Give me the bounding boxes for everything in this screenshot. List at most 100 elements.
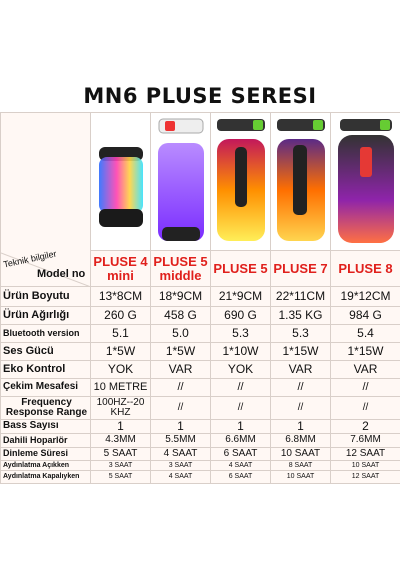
spec-value: 10 SAAT — [330, 460, 400, 471]
spec-label: Aydınlatma Kapalıyken — [0, 470, 91, 484]
product-image — [150, 112, 211, 251]
spec-value: 5 SAAT — [90, 470, 151, 484]
spec-value: 1 — [210, 419, 271, 434]
spec-value: // — [150, 378, 211, 397]
spec-value: 10 SAAT — [270, 470, 331, 484]
spec-value: 1 — [150, 419, 211, 434]
spec-value: // — [270, 378, 331, 397]
model-name: PLUSE 4 mini — [90, 250, 151, 287]
spec-value: 1.35 KG — [270, 306, 331, 325]
spec-value: 19*12CM — [330, 286, 400, 307]
corner-cell: Teknik bilgiler Model no — [0, 112, 91, 287]
spec-value: 6 SAAT — [210, 447, 271, 461]
speaker — [276, 118, 325, 241]
spec-value: 458 G — [150, 306, 211, 325]
product-image — [270, 112, 331, 251]
spec-row: Bass Sayısı 1 1 1 1 2 — [0, 419, 400, 434]
spec-row: Ses Gücü 1*5W 1*5W 1*10W 1*15W 1*15W — [0, 342, 400, 361]
spec-value: YOK — [210, 360, 271, 379]
spec-value: 1 — [270, 419, 331, 434]
spec-value: 5.4 — [330, 324, 400, 343]
model-name: PLUSE 5 middle — [150, 250, 211, 287]
spec-value: 3 SAAT — [150, 460, 211, 471]
spec-value: 6.8MM — [270, 433, 331, 448]
spec-value: 10 METRE — [90, 378, 151, 397]
spec-table: Teknik bilgiler Model no PLUSE 4 mini PLU… — [0, 112, 400, 484]
spec-value: 690 G — [210, 306, 271, 325]
spec-value: // — [210, 396, 271, 420]
spec-value: YOK — [90, 360, 151, 379]
product-image — [90, 112, 151, 251]
spec-value: VAR — [150, 360, 211, 379]
spec-row: Bluetooth version 5.1 5.0 5.3 5.3 5.4 — [0, 324, 400, 343]
spec-value: 1*10W — [210, 342, 271, 361]
title: MN6 PLUSE SERESI — [83, 84, 317, 108]
spec-value: 12 SAAT — [330, 470, 400, 484]
spec-label: Çekim Mesafesi — [0, 378, 91, 397]
speaker — [216, 118, 265, 241]
spec-value: 6.6MM — [210, 433, 271, 448]
product-image — [210, 112, 271, 251]
spec-value: 1 — [90, 419, 151, 434]
spec-value: VAR — [330, 360, 400, 379]
model-name: PLUSE 7 — [270, 250, 331, 287]
speaker — [337, 118, 394, 243]
spec-value: 5.0 — [150, 324, 211, 343]
spec-row: Dinleme Süresi 5 SAAT 4 SAAT 6 SAAT 10 SAAT 1… — [0, 447, 400, 461]
spec-value: // — [210, 378, 271, 397]
spec-value: 4 SAAT — [210, 460, 271, 471]
spec-value: 21*9CM — [210, 286, 271, 307]
spec-value: 1*15W — [270, 342, 331, 361]
spec-value: 2 — [330, 419, 400, 434]
spec-label: Ürün Boyutu — [0, 286, 91, 307]
spec-value: 10 SAAT — [270, 447, 331, 461]
spec-value: 7.6MM — [330, 433, 400, 448]
spec-row: Aydınlatma Açıkken 3 SAAT 3 SAAT 4 SAAT 8 SA… — [0, 460, 400, 471]
spec-value: 4 SAAT — [150, 447, 211, 461]
speaker — [98, 146, 143, 227]
spec-label: Ürün Ağırlığı — [0, 306, 91, 325]
spec-value: 1*15W — [330, 342, 400, 361]
spec-value: 6 SAAT — [210, 470, 271, 484]
spec-value: 3 SAAT — [90, 460, 151, 471]
spec-value: VAR — [270, 360, 331, 379]
spec-row: Aydınlatma Kapalıyken 5 SAAT 4 SAAT 6 SAAT 1… — [0, 470, 400, 484]
spec-value: 1*5W — [150, 342, 211, 361]
spec-value: 260 G — [90, 306, 151, 325]
spec-value: 984 G — [330, 306, 400, 325]
spec-row: Eko Kontrol YOK VAR YOK VAR VAR — [0, 360, 400, 379]
product-image — [330, 112, 400, 251]
diagonal — [1, 252, 89, 286]
spec-value: // — [150, 396, 211, 420]
spec-value: 8 SAAT — [270, 460, 331, 471]
spec-label: Frequency Response Range — [0, 396, 91, 420]
corner-bottom: Model no — [37, 268, 86, 280]
model-name: PLUSE 5 — [210, 250, 271, 287]
spec-row: Ürün Ağırlığı 260 G 458 G 690 G 1.35 KG 984 G — [0, 306, 400, 325]
model-name: PLUSE 8 — [330, 250, 400, 287]
spec-value: // — [330, 378, 400, 397]
spec-value: 5.3 — [270, 324, 331, 343]
spec-label: Dahili Hoparlör — [0, 433, 91, 448]
speaker — [157, 118, 204, 241]
spec-value: // — [330, 396, 400, 420]
spec-label: Dinleme Süresi — [0, 447, 91, 461]
spec-label: Aydınlatma Açıkken — [0, 460, 91, 471]
spec-value: 5.5MM — [150, 433, 211, 448]
spec-value: 1*5W — [90, 342, 151, 361]
spec-value: 4.3MM — [90, 433, 151, 448]
spec-value: 18*9CM — [150, 286, 211, 307]
spec-value: 4 SAAT — [150, 470, 211, 484]
spec-row: Ürün Boyutu 13*8CM 18*9CM 21*9CM 22*11CM 19*1… — [0, 286, 400, 307]
spec-value: 13*8CM — [90, 286, 151, 307]
spec-row: Frequency Response Range 100HZ--20KHZ////… — [0, 396, 400, 420]
spec-label: Ses Gücü — [0, 342, 91, 361]
spec-label: Bluetooth version — [0, 324, 91, 343]
spec-row: Dahili Hoparlör 4.3MM 5.5MM 6.6MM 6.8MM 7.6MM — [0, 433, 400, 448]
spec-value: // — [270, 396, 331, 420]
spec-value: 5 SAAT — [90, 447, 151, 461]
spec-value: 5.1 — [90, 324, 151, 343]
spec-value: 12 SAAT — [330, 447, 400, 461]
spec-label: Bass Sayısı — [0, 419, 91, 434]
